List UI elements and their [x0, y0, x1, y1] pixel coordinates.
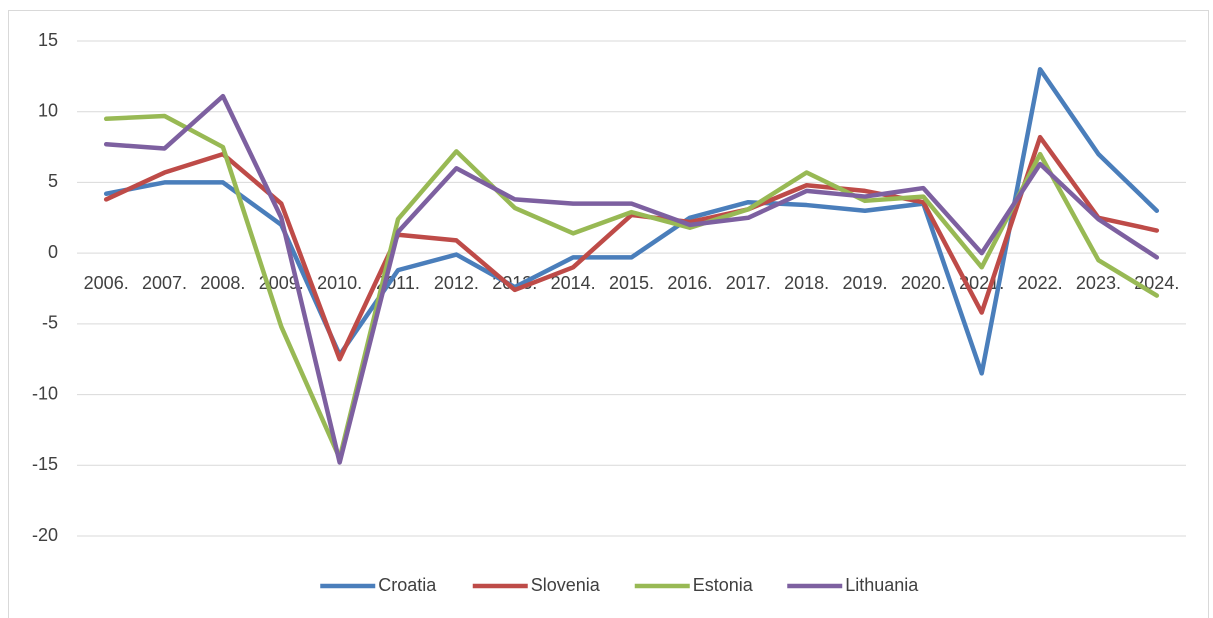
y-tick-label: 15 — [38, 30, 58, 50]
x-tick-label: 2006. — [84, 273, 129, 293]
x-tick-label: 2010. — [317, 273, 362, 293]
y-tick-label: -5 — [42, 313, 58, 333]
x-tick-label: 2007. — [142, 273, 187, 293]
x-tick-label: 2023. — [1076, 273, 1121, 293]
y-tick-label: -20 — [32, 525, 58, 545]
x-tick-label: 2016. — [667, 273, 712, 293]
series-line — [103, 93, 1160, 465]
x-tick-label: 2017. — [726, 273, 771, 293]
x-tick-label: 2019. — [842, 273, 887, 293]
y-tick-label: -15 — [32, 454, 58, 474]
legend-label: Slovenia — [531, 575, 601, 595]
legend-label: Croatia — [378, 575, 437, 595]
x-tick-label: 2015. — [609, 273, 654, 293]
series-line — [103, 113, 1160, 461]
y-tick-label: 5 — [48, 171, 58, 191]
x-tick-label: 2020. — [901, 273, 946, 293]
legend-label: Estonia — [693, 575, 754, 595]
series-line — [103, 67, 1160, 376]
y-tick-label: -10 — [32, 383, 58, 403]
y-tick-label: 10 — [38, 100, 58, 120]
x-tick-label: 2018. — [784, 273, 829, 293]
legend-label: Lithuania — [845, 575, 919, 595]
x-tick-label: 2014. — [551, 273, 596, 293]
y-tick-label: 0 — [48, 242, 58, 262]
x-tick-label: 2024. — [1134, 273, 1179, 293]
chart-border — [8, 10, 1209, 618]
x-tick-label: 2008. — [200, 273, 245, 293]
x-tick-label: 2012. — [434, 273, 479, 293]
series-line — [103, 134, 1160, 362]
x-tick-label: 2022. — [1018, 273, 1063, 293]
